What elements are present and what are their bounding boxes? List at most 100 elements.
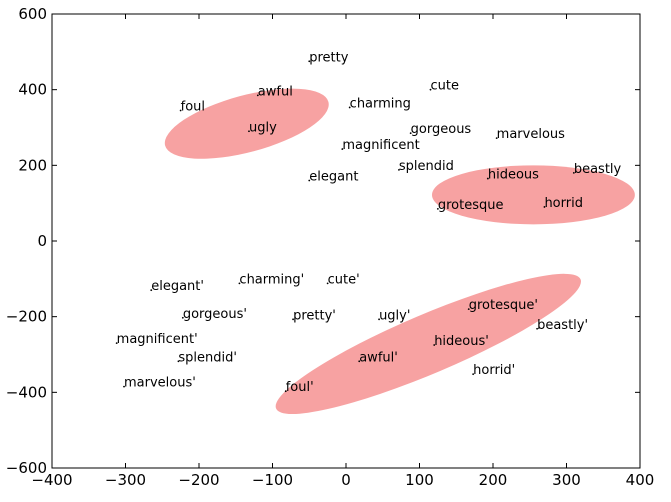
y-axis: −600 −400 −200 0 200 400 600 <box>6 5 640 477</box>
point-label: elegant <box>309 169 358 184</box>
word-point: awful' <box>358 350 398 365</box>
point-marker <box>181 316 184 319</box>
point-marker <box>256 94 259 97</box>
point-label: splendid <box>399 159 454 174</box>
point-label: ugly' <box>379 308 410 323</box>
word-point: foul' <box>284 380 314 395</box>
point-marker <box>433 344 436 346</box>
point-label: marvelous <box>497 127 565 142</box>
word-point: cute <box>429 79 459 94</box>
point-marker <box>341 148 344 150</box>
x-tick-label: 200 <box>479 471 508 489</box>
point-label: hideous' <box>434 334 489 349</box>
word-point: horrid' <box>472 363 515 378</box>
point-label: awful' <box>359 350 398 365</box>
word-point: cute' <box>326 272 360 287</box>
word-point: hideous <box>486 168 539 183</box>
point-label: magnificent <box>342 138 419 153</box>
word-point: pretty' <box>292 308 336 323</box>
x-tick-label: −100 <box>252 471 293 489</box>
point-label: horrid <box>544 196 583 211</box>
y-tick-label: −200 <box>6 308 47 326</box>
x-tick-label: 300 <box>552 471 581 489</box>
point-marker <box>308 179 311 182</box>
word-point: gorgeous' <box>181 307 247 322</box>
point-marker <box>436 207 439 210</box>
y-tick-label: 600 <box>18 5 47 23</box>
word-point: ugly' <box>378 308 410 323</box>
word-point: magnificent' <box>115 332 198 347</box>
point-label: cute' <box>328 272 360 287</box>
point-marker <box>543 206 546 208</box>
word-point: splendid' <box>177 350 237 365</box>
y-tick-label: 200 <box>18 156 47 174</box>
word-point: horrid <box>543 196 583 211</box>
word-point: foul <box>179 99 205 114</box>
cluster-ellipse-1 <box>164 88 329 159</box>
point-marker <box>378 318 380 321</box>
point-label: horrid' <box>473 363 515 378</box>
word-point: gorgeous <box>409 122 472 137</box>
x-tick-label: 0 <box>341 471 351 489</box>
point-label: foul' <box>286 380 314 395</box>
point-label: magnificent' <box>117 332 198 347</box>
point-marker <box>292 318 294 321</box>
point-marker <box>536 327 538 330</box>
word-point: grotesque' <box>467 298 538 313</box>
word-point: ugly <box>248 120 277 135</box>
y-tick-label: 0 <box>37 232 47 250</box>
point-marker <box>572 172 575 174</box>
cluster-ellipse-2 <box>431 165 635 225</box>
point-marker <box>472 373 475 376</box>
point-label: beastly <box>574 162 622 177</box>
point-label: pretty <box>309 50 349 65</box>
point-marker <box>177 360 180 363</box>
point-marker <box>409 132 412 135</box>
point-marker <box>123 385 125 388</box>
point-marker <box>467 308 470 310</box>
word-point: marvelous' <box>123 376 196 391</box>
point-label: gorgeous <box>411 122 472 137</box>
point-marker <box>486 177 489 180</box>
point-marker <box>248 130 250 133</box>
point-label: cute <box>431 79 459 94</box>
x-tick-label: 100 <box>405 471 434 489</box>
point-label: ugly <box>249 120 277 135</box>
point-label: elegant' <box>151 279 204 294</box>
point-label: foul <box>181 99 205 114</box>
x-tick-label: −300 <box>105 471 146 489</box>
word-point: charming' <box>238 272 304 287</box>
point-marker <box>308 60 311 63</box>
point-marker <box>150 289 153 292</box>
word-point: beastly <box>572 162 622 177</box>
x-tick-label: −200 <box>178 471 219 489</box>
point-label: gorgeous' <box>183 307 247 322</box>
point-marker <box>398 168 400 171</box>
word-point: marvelous <box>495 127 565 142</box>
word-point: grotesque <box>436 198 504 213</box>
point-label: charming <box>350 96 411 111</box>
point-label: pretty' <box>293 308 336 323</box>
point-marker <box>179 109 182 112</box>
word-point: elegant' <box>150 279 204 294</box>
point-label: marvelous' <box>124 376 196 391</box>
y-tick-label: −400 <box>6 383 47 401</box>
point-marker <box>326 282 329 285</box>
point-marker <box>115 342 118 345</box>
x-tick-label: −400 <box>31 471 72 489</box>
word-point: charming <box>348 96 411 111</box>
point-marker <box>284 390 287 393</box>
y-tick-label: 400 <box>18 81 47 99</box>
point-marker <box>358 360 361 363</box>
word-point: elegant <box>308 169 358 184</box>
cluster-ellipses <box>164 88 635 415</box>
point-label: grotesque <box>438 198 504 213</box>
point-label: beastly' <box>537 318 588 333</box>
x-axis: −400 −300 −200 −100 0 100 200 300 400 <box>31 14 654 489</box>
point-marker <box>429 88 432 91</box>
word-point: beastly' <box>536 318 588 333</box>
cluster-ellipse-3 <box>275 273 581 415</box>
point-marker <box>348 106 351 109</box>
